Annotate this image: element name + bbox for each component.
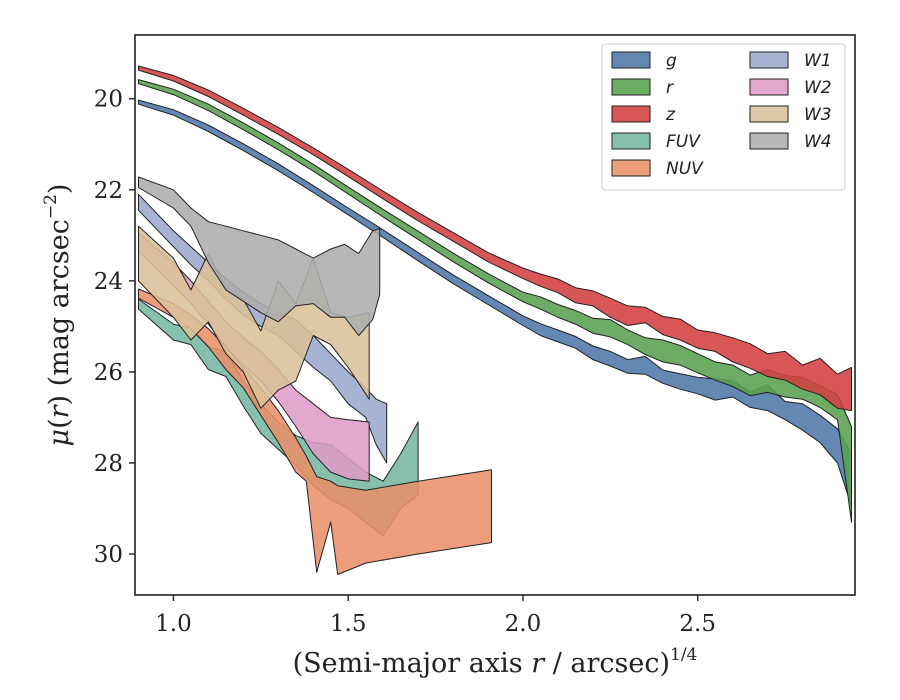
legend-swatch-w2 <box>749 78 789 96</box>
x-tick-label: 2.0 <box>505 611 542 637</box>
x-axis-label: (Semi-major axis r / arcsec)1/4 <box>293 645 698 679</box>
series-band-w4 <box>138 176 381 336</box>
legend-label-r: r <box>666 78 674 98</box>
legend-label-w4: W4 <box>804 132 832 152</box>
legend-swatch-w1 <box>749 51 789 69</box>
legend-swatch-r <box>611 78 651 96</box>
legend-swatch-w3 <box>749 105 789 123</box>
series-band-z <box>138 65 852 412</box>
x-tick-label: 1.0 <box>155 611 192 637</box>
y-tick-label: 24 <box>94 269 123 295</box>
y-tick-label: 22 <box>94 178 123 204</box>
legend-label-fuv: FUV <box>666 132 701 152</box>
legend-label-w3: W3 <box>804 105 832 125</box>
y-tick-label: 26 <box>94 360 123 386</box>
legend-swatch-nuv <box>611 159 651 177</box>
x-tick-label: 2.5 <box>679 611 716 637</box>
series-band-r <box>138 79 852 523</box>
legend-label-w2: W2 <box>804 78 832 98</box>
y-tick-label: 20 <box>94 87 123 113</box>
legend-swatch-z <box>611 105 651 123</box>
legend-swatch-w4 <box>749 132 789 150</box>
x-tick-label: 1.5 <box>330 611 367 637</box>
legend-label-nuv: NUV <box>666 159 704 179</box>
legend: grz FUV NUV W1 W2 W3 W4 <box>601 43 846 191</box>
y-tick-label: 30 <box>94 542 123 568</box>
legend-label-g: g <box>666 51 677 71</box>
plot-frame <box>134 34 856 596</box>
legend-swatch-fuv <box>611 132 651 150</box>
legend-swatch-g <box>611 51 651 69</box>
y-axis-label: μ(r) (mag arcsec−2) <box>41 184 75 447</box>
series-layer <box>138 65 852 575</box>
legend-label-w1: W1 <box>804 51 832 71</box>
y-tick-label: 28 <box>94 451 123 477</box>
legend-label-z: z <box>665 105 676 125</box>
axes: 1.0 1.5 2.0 2.5 20 22 24 26 28 30 <box>94 87 716 637</box>
